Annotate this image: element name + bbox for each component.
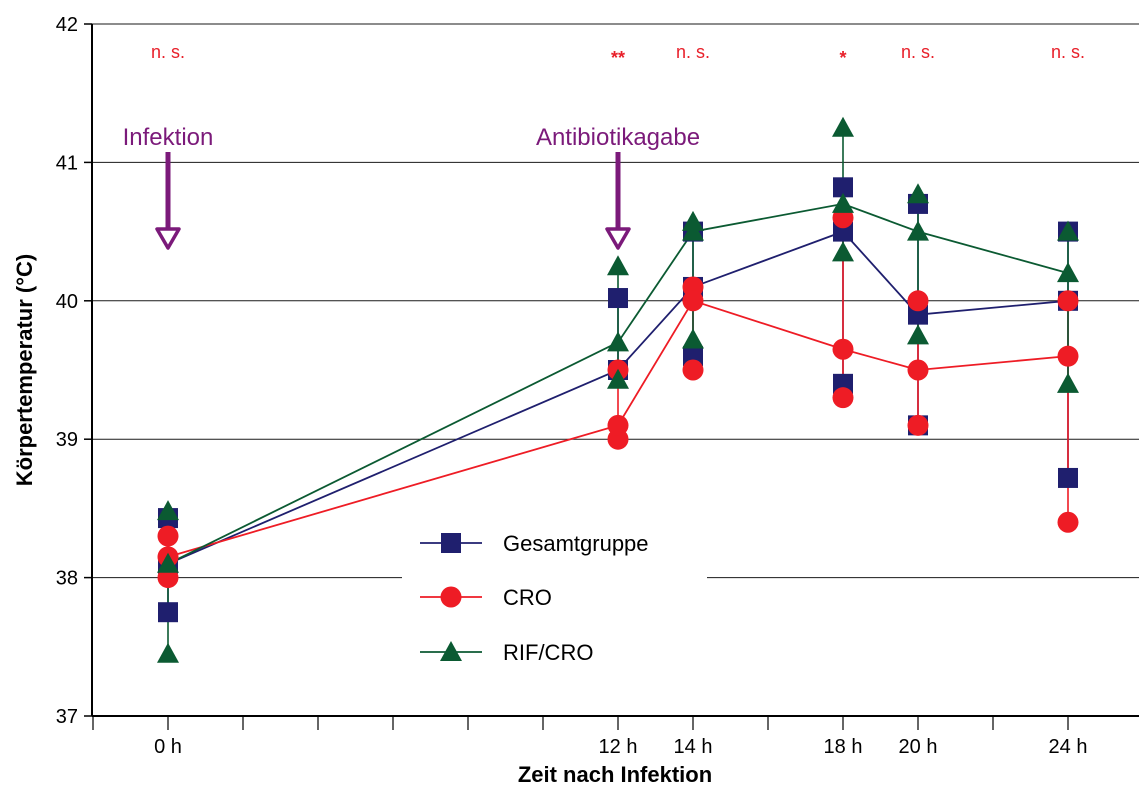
data-point <box>1057 345 1079 367</box>
data-point <box>682 359 704 381</box>
x-tick-label: 14 h <box>674 736 713 758</box>
x-tick-label: 12 h <box>599 736 638 758</box>
y-tick-label: 42 <box>56 14 78 36</box>
data-point <box>682 328 704 349</box>
y-tick-label: 40 <box>56 291 78 313</box>
data-point <box>607 255 629 276</box>
series-line <box>167 230 1069 565</box>
data-point <box>907 359 929 381</box>
data-point <box>607 368 629 389</box>
significance-label: n. s. <box>901 42 935 62</box>
data-point <box>907 183 929 204</box>
legend-label: CRO <box>503 585 552 610</box>
legend-label: RIF/CRO <box>503 640 593 665</box>
annotations: n. s. ** n. s. * n. s. n. s. Infektion Antibiot… <box>123 42 1085 250</box>
data-series <box>157 116 1079 663</box>
data-point <box>1057 290 1079 312</box>
significance-label: ** <box>611 48 625 68</box>
data-point <box>832 241 854 262</box>
data-point <box>1057 372 1079 393</box>
data-point <box>832 338 854 360</box>
data-point <box>832 192 854 213</box>
x-tick-label: 18 h <box>824 736 863 758</box>
data-point <box>907 220 929 241</box>
data-point <box>907 414 929 436</box>
data-point <box>607 414 629 436</box>
event-arrow-head <box>155 227 181 250</box>
data-point <box>682 290 704 312</box>
legend-marker <box>441 533 461 553</box>
legend-marker <box>440 641 462 661</box>
data-point <box>607 331 629 352</box>
data-point <box>907 324 929 345</box>
axes: 37 38 39 40 41 42 0 h 12 h 14 h 18 h 20 h 24 h <box>56 14 1139 758</box>
data-point <box>608 288 628 309</box>
x-tick-label: 20 h <box>899 736 938 758</box>
series-line <box>167 299 1069 558</box>
y-tick-label: 41 <box>56 152 78 174</box>
event-label: Infektion <box>123 124 214 151</box>
event-label: Antibiotikagabe <box>536 124 700 151</box>
legend: Gesamtgruppe CRO RIF/CRO <box>420 531 649 665</box>
y-tick-label: 38 <box>56 568 78 590</box>
y-axis-title: Körpertemperatur (°C) <box>12 254 37 487</box>
significance-label: * <box>839 48 846 68</box>
x-tick-label: 24 h <box>1049 736 1088 758</box>
data-point <box>832 116 854 137</box>
data-point <box>1057 262 1079 283</box>
y-tick-label: 37 <box>56 706 78 728</box>
x-tick-label: 0 h <box>154 736 182 758</box>
data-point <box>907 290 929 312</box>
legend-label: Gesamtgruppe <box>503 531 649 556</box>
data-point <box>157 642 179 663</box>
data-point <box>833 177 853 198</box>
data-point <box>157 500 179 521</box>
significance-label: n. s. <box>151 42 185 62</box>
data-point <box>157 525 179 547</box>
data-point <box>682 220 704 241</box>
data-point <box>1057 220 1079 241</box>
data-point <box>157 552 179 573</box>
event-arrow-head <box>605 227 631 250</box>
legend-marker <box>440 586 462 608</box>
data-point <box>1057 511 1079 533</box>
x-axis-title: Zeit nach Infektion <box>518 762 712 787</box>
series-line <box>167 202 1069 565</box>
data-point <box>832 387 854 409</box>
data-point <box>1058 467 1078 488</box>
y-tick-label: 39 <box>56 429 78 451</box>
data-point <box>158 602 178 623</box>
significance-label: n. s. <box>1051 42 1085 62</box>
significance-label: n. s. <box>676 42 710 62</box>
